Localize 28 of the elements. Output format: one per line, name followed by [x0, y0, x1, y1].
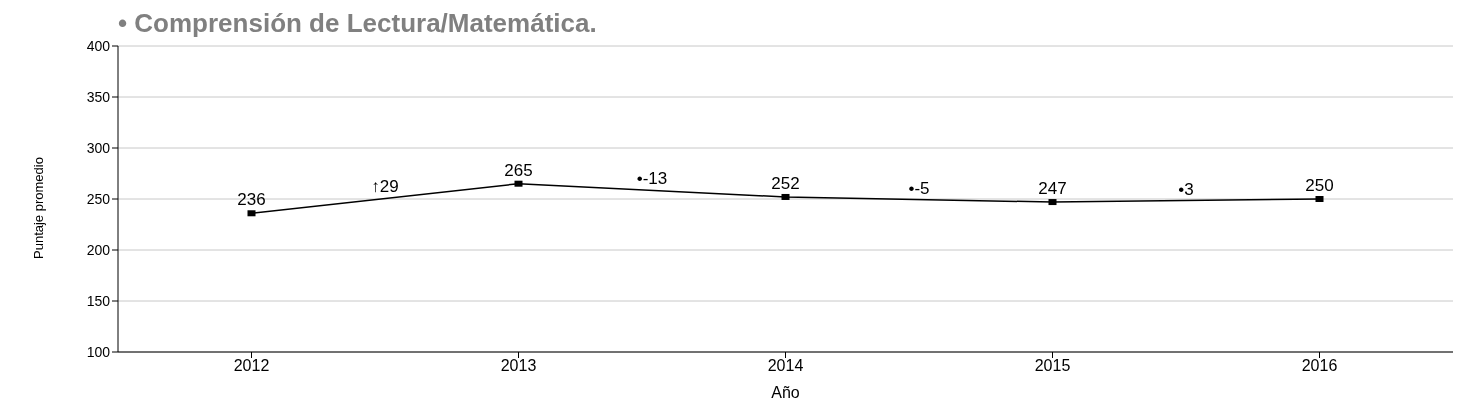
y-tick-label: 400	[86, 37, 111, 54]
y-tick-label: 350	[86, 88, 111, 105]
point	[781, 193, 790, 200]
y-tick-label: 250	[86, 190, 111, 207]
y-axis-title: Puntaje promedio	[30, 157, 46, 259]
point	[1048, 199, 1057, 206]
x-tick-label: 2016	[1301, 357, 1338, 375]
y-tick-label: 300	[86, 139, 111, 156]
data-label: 265	[504, 160, 533, 180]
point	[514, 180, 523, 187]
x-tick-label: 2015	[1034, 357, 1071, 375]
x-tick-label: 2012	[233, 357, 270, 375]
y-tick-label: 200	[86, 241, 111, 258]
chart-title: • Comprensión de Lectura/Matemática.	[117, 8, 598, 38]
annotation: •3	[1178, 179, 1194, 199]
x-tick-label: 2014	[767, 357, 804, 375]
x-tick-label: 2013	[500, 357, 537, 375]
x-axis-title: Año	[771, 384, 800, 401]
point	[247, 210, 256, 217]
data-label: 236	[237, 190, 266, 210]
annotation: •-13	[636, 169, 668, 189]
annotation: •-5	[908, 178, 930, 198]
y-tick-label: 100	[86, 343, 111, 360]
data-label: 252	[771, 173, 800, 193]
data-label: 247	[1038, 179, 1067, 199]
data-label: 250	[1305, 176, 1334, 195]
y-tick-label: 150	[86, 292, 111, 309]
annotation: ↑29	[371, 177, 399, 197]
